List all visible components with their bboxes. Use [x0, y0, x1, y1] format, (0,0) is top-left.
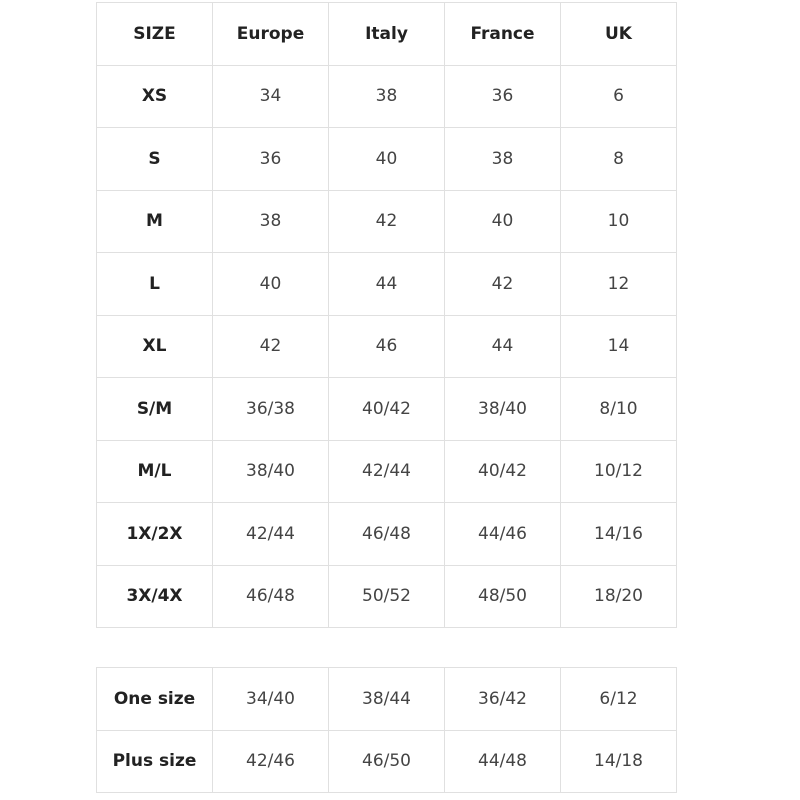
size-value-cell: 36/38 — [212, 377, 329, 441]
size-value-cell: 38/44 — [328, 667, 445, 731]
size-label-cell: M/L — [96, 439, 213, 503]
size-value-cell: 8/10 — [560, 377, 677, 441]
size-label-cell: 1X/2X — [96, 502, 213, 566]
table-row: Plus size 42/46 46/50 44/48 14/18 — [96, 729, 677, 793]
size-value-cell: 42 — [328, 189, 445, 253]
size-value-cell: 46/48 — [212, 564, 329, 628]
size-value-cell: 34/40 — [212, 667, 329, 731]
size-value-cell: 14/16 — [560, 502, 677, 566]
size-value-cell: 40 — [212, 252, 329, 316]
size-value-cell: 42/44 — [328, 439, 445, 503]
table-row: M 38 42 40 10 — [96, 189, 677, 253]
size-value-cell: 42 — [444, 252, 561, 316]
size-value-cell: 46/48 — [328, 502, 445, 566]
size-value-cell: 14/18 — [560, 729, 677, 793]
size-label-cell: XS — [96, 64, 213, 128]
size-label-cell: One size — [96, 667, 213, 731]
size-value-cell: 42 — [212, 314, 329, 378]
size-value-cell: 40 — [444, 189, 561, 253]
table-row: M/L 38/40 42/44 40/42 10/12 — [96, 439, 677, 503]
size-value-cell: 12 — [560, 252, 677, 316]
size-label-cell: S/M — [96, 377, 213, 441]
size-value-cell: 40/42 — [444, 439, 561, 503]
column-header: France — [444, 2, 561, 66]
size-value-cell: 46/50 — [328, 729, 445, 793]
size-value-cell: 36 — [212, 127, 329, 191]
size-value-cell: 46 — [328, 314, 445, 378]
table-row: S 36 40 38 8 — [96, 127, 677, 191]
table-row: 3X/4X 46/48 50/52 48/50 18/20 — [96, 564, 677, 628]
size-value-cell: 44/46 — [444, 502, 561, 566]
size-value-cell: 38/40 — [444, 377, 561, 441]
table-row: XL 42 46 44 14 — [96, 314, 677, 378]
column-header: Europe — [212, 2, 329, 66]
table-row: XS 34 38 36 6 — [96, 64, 677, 128]
size-value-cell: 42/46 — [212, 729, 329, 793]
size-value-cell: 10/12 — [560, 439, 677, 503]
size-value-cell: 34 — [212, 64, 329, 128]
size-value-cell: 10 — [560, 189, 677, 253]
table-row: 1X/2X 42/44 46/48 44/46 14/16 — [96, 502, 677, 566]
size-chart-table: SIZE Europe Italy France UK XS 34 38 36 6 S 36 40 38… — [96, 2, 677, 628]
size-value-cell: 44 — [444, 314, 561, 378]
size-value-cell: 38 — [212, 189, 329, 253]
size-value-cell: 18/20 — [560, 564, 677, 628]
extra-size-table: One size 34/40 38/44 36/42 6/12 Plus size 42/4… — [96, 667, 677, 793]
size-value-cell: 38/40 — [212, 439, 329, 503]
size-value-cell: 48/50 — [444, 564, 561, 628]
size-value-cell: 14 — [560, 314, 677, 378]
size-value-cell: 44 — [328, 252, 445, 316]
size-value-cell: 40 — [328, 127, 445, 191]
column-header: SIZE — [96, 2, 213, 66]
table-row: L 40 44 42 12 — [96, 252, 677, 316]
size-value-cell: 50/52 — [328, 564, 445, 628]
size-value-cell: 44/48 — [444, 729, 561, 793]
size-value-cell: 36/42 — [444, 667, 561, 731]
size-label-cell: XL — [96, 314, 213, 378]
size-value-cell: 40/42 — [328, 377, 445, 441]
size-label-cell: Plus size — [96, 729, 213, 793]
column-header: Italy — [328, 2, 445, 66]
size-value-cell: 8 — [560, 127, 677, 191]
header-row: SIZE Europe Italy France UK — [96, 2, 677, 66]
size-label-cell: L — [96, 252, 213, 316]
table-row: One size 34/40 38/44 36/42 6/12 — [96, 667, 677, 731]
size-value-cell: 38 — [444, 127, 561, 191]
size-value-cell: 38 — [328, 64, 445, 128]
table-row: S/M 36/38 40/42 38/40 8/10 — [96, 377, 677, 441]
size-value-cell: 42/44 — [212, 502, 329, 566]
size-label-cell: 3X/4X — [96, 564, 213, 628]
size-label-cell: M — [96, 189, 213, 253]
size-value-cell: 6/12 — [560, 667, 677, 731]
size-value-cell: 36 — [444, 64, 561, 128]
size-value-cell: 6 — [560, 64, 677, 128]
column-header: UK — [560, 2, 677, 66]
size-label-cell: S — [96, 127, 213, 191]
